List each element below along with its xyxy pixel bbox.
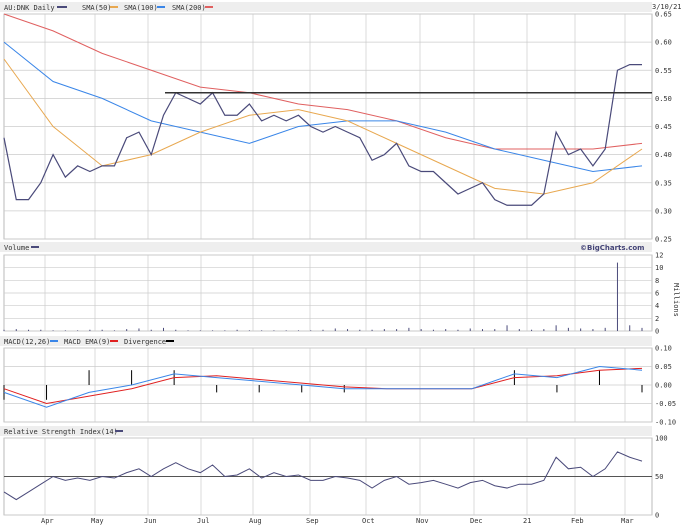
legend-sma100: SMA(100) [124,4,158,12]
header-strip [0,2,652,12]
legend-sma50: SMA(50) [82,4,112,12]
y-tick-label: 4 [655,302,659,310]
month-label: May [91,517,104,525]
rsi-title: Relative Strength Index(14) [4,428,118,436]
y-tick-label: -0.10 [655,419,676,427]
sma100-line [3,41,643,173]
macd-strip [0,336,652,346]
y-tick-label: 12 [655,252,663,260]
y-tick-label: 0.30 [655,207,672,215]
y-tick-label: 0.50 [655,95,672,103]
y-tick-label: 0 [655,328,659,336]
volume-strip [0,242,652,252]
month-label: Nov [416,517,429,525]
month-label: 21 [523,517,531,525]
y-tick-label: 0.55 [655,67,672,75]
watermark: ©BigCharts.com [580,244,644,252]
month-label: Feb [571,517,584,525]
y-tick-label: 50 [655,473,663,481]
rsi-line [3,451,643,501]
date-label: 3/10/21 [652,3,682,11]
price-line [3,64,642,206]
month-label: Jun [144,517,157,525]
macd-ema-line [3,367,643,405]
y-tick-label: 0.05 [655,363,672,371]
macd-legend-divergence: Divergence [124,338,166,346]
month-label: Mar [621,517,634,525]
y-tick-label: 10 [655,264,663,272]
sma50-line [3,58,643,195]
legend-sma200: SMA(200) [172,4,206,12]
y-tick-label: 0.00 [655,382,672,390]
y-tick-label: 0.10 [655,345,672,353]
y-tick-label: -0.05 [655,400,676,408]
month-label: Oct [362,517,375,525]
month-label: Dec [470,517,483,525]
y-tick-label: 0.65 [655,11,672,19]
volume-title: Volume [4,244,29,252]
y-tick-label: 0.35 [655,179,672,187]
y-tick-label: 100 [655,435,668,443]
macd-line [3,365,643,408]
main-title: AU:DNK Daily [4,4,55,12]
y-tick-label: 0.40 [655,151,672,159]
month-label: Aug [249,517,262,525]
macd-legend-ema: MACD EMA(9) [64,338,110,346]
sma200-line [3,13,643,150]
month-label: Apr [41,517,54,525]
y-tick-label: 0 [655,512,659,520]
y-tick-label: 2 [655,315,659,323]
macd-legend-macd: MACD(12,26) [4,338,50,346]
month-label: Jul [197,517,210,525]
month-label: Sep [306,517,319,525]
y-tick-label: 0.60 [655,39,672,47]
volume-unit-label: Millions [672,283,680,317]
rsi-strip [0,426,652,436]
y-tick-label: 6 [655,290,659,298]
y-tick-label: 0.25 [655,236,672,244]
y-tick-label: 8 [655,277,659,285]
y-tick-label: 0.45 [655,123,672,131]
